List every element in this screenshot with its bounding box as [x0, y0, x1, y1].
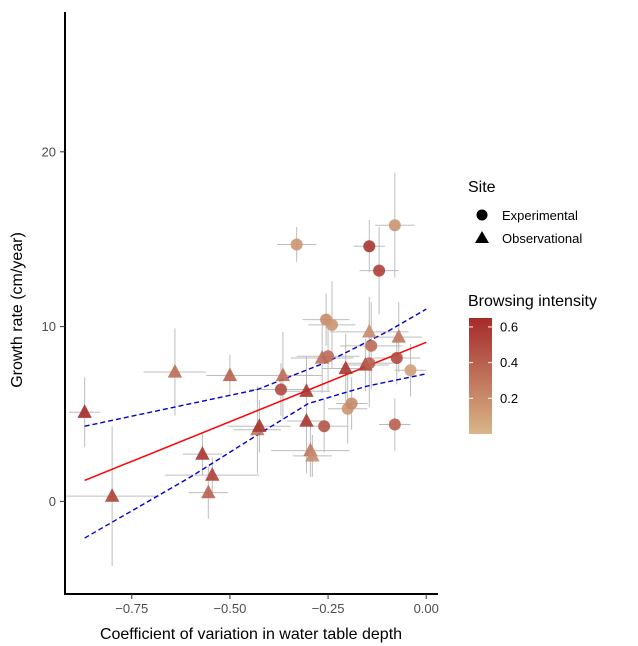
colorbar [469, 318, 492, 434]
x-tick-label: −0.25 [312, 601, 345, 616]
colorbar-tick-label: 0.4 [500, 355, 518, 370]
point-observational [205, 467, 220, 481]
x-tick-label: −0.75 [115, 601, 148, 616]
point-experimental [274, 383, 287, 396]
point-observational [104, 488, 120, 502]
point-experimental [345, 397, 358, 410]
y-axis-ticks: 0 10 20 [42, 144, 65, 509]
x-axis-ticks: −0.75 −0.50 −0.25 0.00 [115, 594, 439, 616]
point-experimental [325, 318, 338, 331]
point-experimental [318, 420, 331, 433]
error-bars [65, 172, 427, 567]
point-experimental [404, 364, 417, 377]
point-experimental [290, 238, 303, 251]
point-experimental [390, 352, 403, 365]
point-experimental [363, 357, 376, 370]
colorbar-tick-label: 0.6 [500, 319, 518, 334]
point-experimental [322, 350, 335, 363]
point-observational [299, 383, 314, 397]
browsing-intensity-legend: Browsing intensity 0.2 0.4 0.6 [468, 293, 597, 434]
point-observational [252, 418, 267, 432]
point-observational [391, 329, 406, 343]
colorbar-tick-label: 0.2 [500, 391, 518, 406]
legend-triangle-marker [475, 231, 489, 243]
point-experimental [365, 339, 378, 352]
point-observational [299, 412, 314, 427]
point-experimental [363, 240, 376, 253]
legend-label-observational: Observational [502, 231, 582, 246]
x-axis-title: Coefficient of variation in water table … [100, 626, 402, 643]
point-observational [305, 447, 320, 462]
point-observational [362, 323, 377, 338]
point-observational [201, 484, 216, 499]
point-observational [275, 367, 291, 382]
legend-label-experimental: Experimental [502, 208, 578, 223]
y-tick-label: 0 [49, 494, 56, 509]
point-experimental [388, 219, 401, 232]
x-tick-label: 0.00 [414, 601, 439, 616]
point-observational [167, 364, 183, 378]
ci-upper-line [84, 308, 427, 427]
point-observational [195, 446, 210, 460]
y-tick-label: 10 [42, 319, 56, 334]
point-experimental [388, 418, 401, 431]
point-experimental [373, 264, 386, 277]
data-points [77, 219, 417, 502]
x-tick-label: −0.50 [213, 601, 246, 616]
point-observational [77, 404, 92, 418]
legend-circle-marker [476, 209, 488, 221]
site-legend-title: Site [468, 179, 496, 196]
browsing-legend-title: Browsing intensity [468, 293, 597, 310]
point-observational [338, 360, 353, 375]
y-tick-label: 20 [42, 144, 56, 159]
ci-lower-line [84, 373, 427, 539]
point-observational [222, 367, 238, 382]
y-axis-title: Growth rate (cm/year) [9, 232, 26, 388]
site-legend: Site Experimental Observational [468, 179, 582, 246]
